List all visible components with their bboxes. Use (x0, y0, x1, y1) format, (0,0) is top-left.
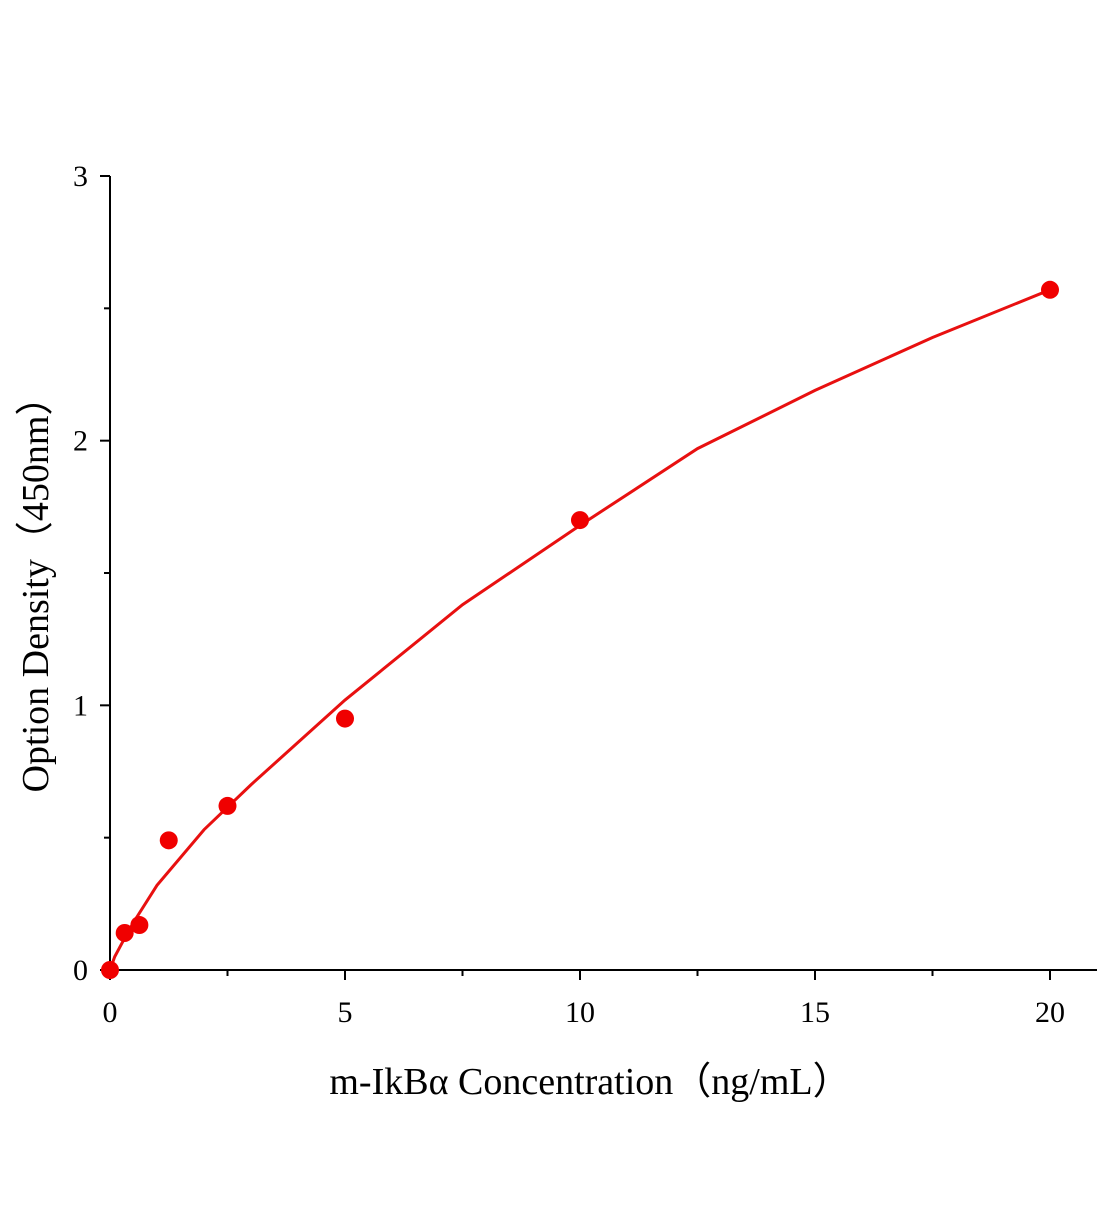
x-tick-label: 15 (800, 996, 830, 1029)
y-tick-label: 0 (73, 954, 88, 987)
data-point (101, 961, 119, 979)
x-tick-label: 5 (338, 996, 353, 1029)
data-point (115, 923, 134, 942)
data-point (1041, 280, 1059, 299)
y-axis-title: Option Density（450nm） (15, 378, 57, 793)
data-point (336, 709, 354, 728)
x-tick-label: 20 (1035, 996, 1065, 1029)
x-axis-title: m-IkBα Concentration（ng/mL） (329, 1061, 850, 1103)
data-point (159, 831, 178, 850)
y-tick-label: 3 (73, 160, 88, 193)
data-point (571, 511, 589, 530)
x-tick-label: 0 (103, 996, 118, 1029)
y-tick-label: 1 (73, 689, 88, 722)
x-tick-label: 10 (565, 996, 595, 1029)
data-point (130, 916, 149, 935)
fit-curve (108, 288, 1051, 971)
data-point (218, 796, 237, 815)
y-tick-label: 2 (73, 425, 88, 458)
